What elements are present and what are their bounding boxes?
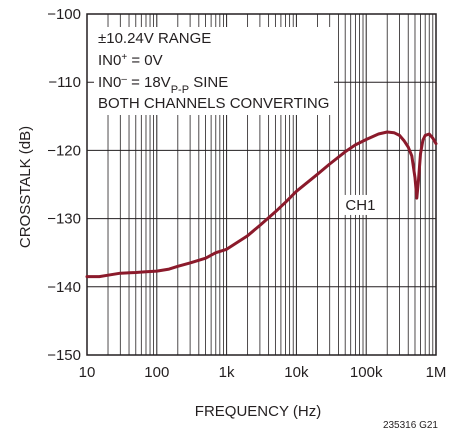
- x-tick-label: 1k: [219, 364, 235, 381]
- x-tick-label: 10k: [284, 364, 309, 381]
- x-tick-label: 10: [79, 364, 96, 381]
- y-tick-label: −130: [47, 211, 81, 228]
- annotation-line-4: BOTH CHANNELS CONVERTING: [98, 95, 329, 112]
- chart-axes: [86, 13, 437, 356]
- tick-labels: 10 100 1k 10k 100k 1M −100 −110 −120 −130 −140 −150: [47, 6, 446, 381]
- y-tick-label: −150: [47, 347, 81, 364]
- series-label-background: [341, 194, 382, 215]
- series-layer: [85, 130, 438, 279]
- x-tick-label: 100: [144, 364, 169, 381]
- figure-code: 235316 G21: [383, 420, 438, 431]
- annotation-background: [94, 27, 334, 115]
- y-tick-label: −140: [47, 279, 81, 296]
- x-tick-label: 100k: [350, 364, 383, 381]
- x-axis-label: FREQUENCY (Hz): [195, 403, 321, 420]
- y-tick-label: −120: [47, 142, 81, 159]
- series-label-ch1: CH1: [345, 197, 375, 214]
- annotation-line-1: ±10.24V RANGE: [98, 30, 211, 47]
- annotation-line-2: IN0+ = 0V: [98, 52, 163, 70]
- y-tick-label: −110: [48, 74, 81, 91]
- y-tick-label: −100: [47, 6, 81, 23]
- x-tick-label: 1M: [426, 364, 447, 381]
- plot-frame: [86, 13, 437, 356]
- annotation-line-3: IN0– = 18VP-P SINE: [98, 74, 228, 97]
- y-axis-label: CROSSTALK (dB): [17, 126, 34, 248]
- series-line-ch1: [85, 130, 438, 279]
